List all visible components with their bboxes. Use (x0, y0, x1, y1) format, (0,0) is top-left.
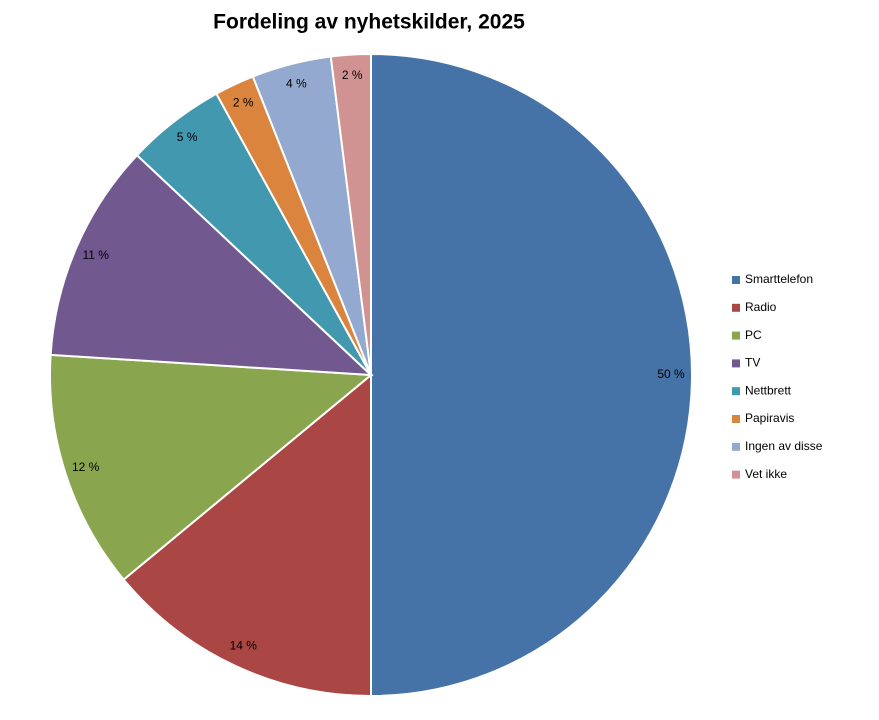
data-label: 2 % (233, 96, 254, 110)
legend-swatch (732, 387, 740, 396)
pie-slice (329, 52, 372, 376)
legend-label: Nettbrett (745, 383, 792, 397)
legend-label: Papiravis (745, 411, 794, 425)
data-label: 14 % (230, 639, 258, 653)
legend-swatch (732, 470, 740, 479)
pie-slice (370, 52, 693, 698)
data-label: 4 % (286, 77, 307, 91)
legend-swatch (732, 359, 740, 368)
data-label: 12 % (72, 460, 100, 474)
legend-swatch (732, 303, 740, 312)
legend-label: PC (745, 328, 762, 342)
legend-label: Ingen av disse (745, 439, 823, 453)
pie-slice (122, 372, 372, 698)
data-label: 5 % (177, 130, 198, 144)
legend-swatch (732, 415, 740, 423)
legend-swatch (732, 276, 740, 284)
legend-swatch (732, 442, 740, 451)
pie-slice (49, 353, 374, 582)
legend-label: Vet ikke (745, 467, 787, 481)
legend-label: Radio (745, 300, 777, 314)
chart-title: Fordeling av nyhetskilder, 2025 (213, 11, 525, 34)
data-label: 11 % (82, 248, 109, 262)
pie-slice (49, 153, 374, 377)
legend-label: TV (745, 356, 760, 370)
data-label: 2 % (342, 68, 363, 82)
data-label: 50 % (657, 367, 685, 381)
legend-label: Smarttelefon (745, 272, 813, 286)
legend-swatch (732, 331, 740, 340)
